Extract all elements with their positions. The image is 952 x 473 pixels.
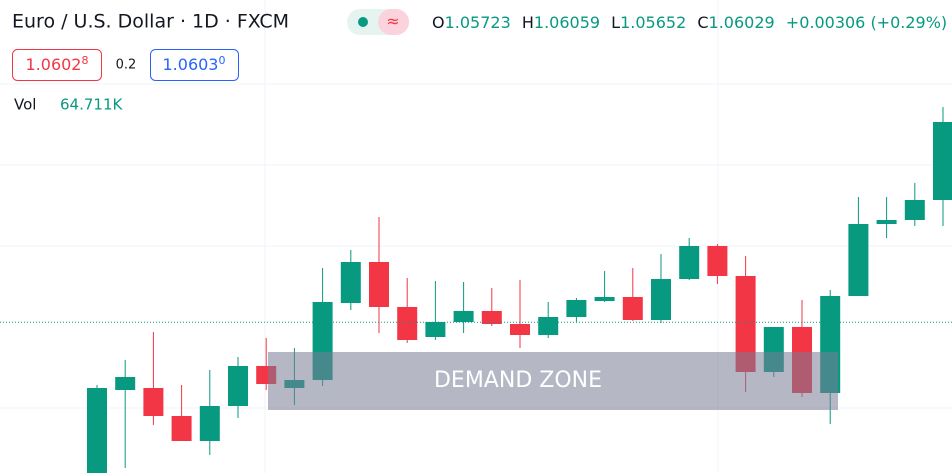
volume-label: Vol xyxy=(14,96,36,114)
spread: 0.2 xyxy=(116,58,137,73)
candle-body xyxy=(453,311,474,322)
candle-body xyxy=(622,297,643,320)
candle-body xyxy=(510,324,530,335)
demand-zone-label: DEMAND ZONE xyxy=(434,368,602,393)
candle-body xyxy=(425,322,446,337)
c-value: 1.06029 xyxy=(709,13,775,32)
o-value: 1.05723 xyxy=(445,13,511,32)
symbol-title: Euro / U.S. Dollar · 1D · FXCM xyxy=(12,11,289,33)
candle-body xyxy=(481,311,502,324)
candle-body xyxy=(594,297,615,301)
candle-body xyxy=(340,262,361,303)
candle-body xyxy=(876,220,897,224)
demand-zone xyxy=(268,352,838,410)
candle-body xyxy=(115,377,136,390)
candle-body xyxy=(538,317,559,335)
candle-body xyxy=(848,224,869,296)
status-icon: ≈ xyxy=(386,12,399,31)
buy-button[interactable] xyxy=(150,49,239,81)
candle-body xyxy=(679,246,700,279)
candle-body xyxy=(904,200,925,220)
candle-body xyxy=(228,366,248,406)
sell-digit[interactable]: 8 xyxy=(81,54,88,67)
candle-body xyxy=(369,262,389,307)
status-pill-right xyxy=(378,9,409,35)
buy-price[interactable]: 1.06030 xyxy=(163,54,226,74)
candle-body xyxy=(171,416,192,441)
candle-body xyxy=(397,307,418,340)
h-label: H xyxy=(522,13,534,32)
l-value: 1.05652 xyxy=(620,13,686,32)
candle-body xyxy=(735,276,756,372)
sell-price[interactable]: 1.06028 xyxy=(26,54,89,74)
sell-button[interactable] xyxy=(12,49,102,81)
candle-body xyxy=(933,122,952,200)
h-value: 1.06059 xyxy=(534,13,600,32)
ohlc: O1.05723 H1.06059 L1.05652 C1.06029 +0.0… xyxy=(432,13,947,32)
candle-body xyxy=(143,388,164,416)
c-label: C xyxy=(697,13,708,32)
plot: DEMAND ZONE xyxy=(0,107,952,473)
change: +0.00306 (+0.29%) xyxy=(786,13,947,32)
candle-body xyxy=(199,406,220,441)
candle-body xyxy=(87,388,107,473)
volume-value: 64.711K xyxy=(60,96,123,114)
market-dot xyxy=(358,17,368,27)
sell-main[interactable]: 1.0602 xyxy=(26,55,82,74)
candle-body xyxy=(707,246,728,276)
buy-digit[interactable]: 0 xyxy=(218,54,225,67)
o-label: O xyxy=(432,13,445,32)
candle-body xyxy=(566,300,587,317)
buy-main[interactable]: 1.0603 xyxy=(163,55,219,74)
candle-body xyxy=(651,279,671,320)
l-label: L xyxy=(611,13,620,32)
